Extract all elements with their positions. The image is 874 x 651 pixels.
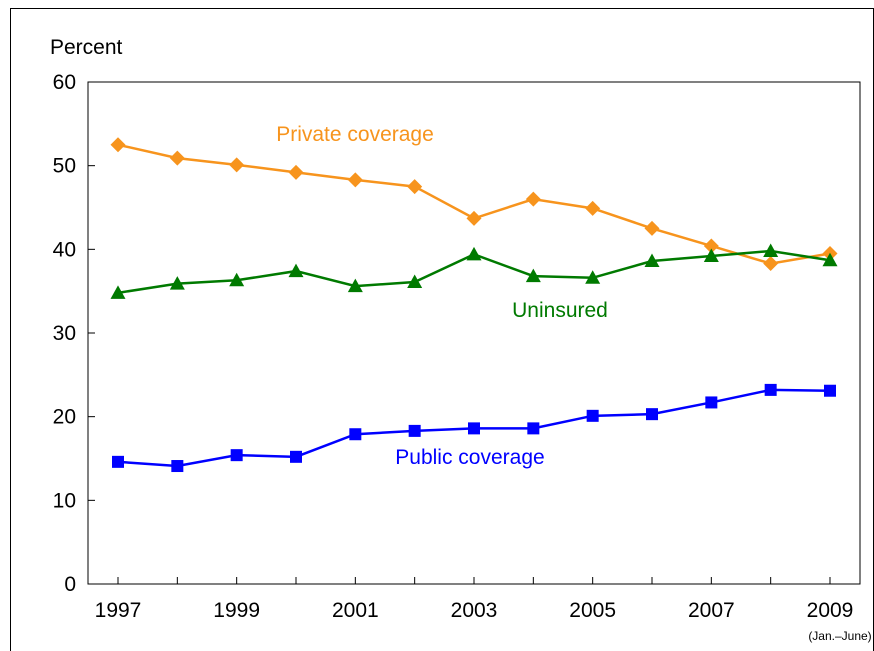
series-layer	[110, 137, 838, 473]
y-tick-label: 0	[64, 573, 76, 596]
y-axis-title: Percent	[50, 36, 123, 59]
y-tick-label: 60	[53, 71, 76, 94]
axes: 0 10 20 30 40 50 60 1997 1999 2001 2003 2005 2007 200…	[50, 36, 872, 643]
x-tick-label: 2009	[807, 599, 854, 622]
data-point	[110, 137, 126, 153]
series-label-uninsured: Uninsured	[512, 299, 608, 322]
data-point	[408, 424, 421, 437]
x-note: (Jan.–June)	[808, 629, 871, 643]
data-point	[705, 396, 718, 409]
data-point	[764, 383, 777, 396]
data-point	[585, 200, 601, 216]
y-tick-label: 50	[53, 155, 76, 178]
data-point	[644, 253, 660, 268]
plot-area	[87, 81, 861, 585]
data-point	[824, 384, 836, 397]
data-point	[646, 408, 658, 421]
data-point	[466, 246, 482, 261]
data-point	[288, 263, 304, 278]
data-point	[229, 272, 245, 287]
data-point	[288, 164, 304, 180]
data-point	[407, 179, 423, 195]
data-point	[763, 256, 779, 272]
y-tick-label: 10	[53, 489, 76, 512]
y-tick-label: 20	[53, 406, 76, 429]
data-point	[525, 191, 541, 207]
series-line	[117, 143, 831, 265]
data-point	[112, 455, 124, 468]
data-point	[763, 243, 779, 258]
data-point	[230, 449, 243, 462]
data-point	[290, 450, 302, 463]
data-point	[466, 210, 482, 226]
data-point	[585, 270, 601, 284]
data-point	[349, 428, 362, 441]
data-point	[527, 422, 540, 435]
data-point	[822, 252, 838, 267]
series-private-coverage	[110, 137, 838, 272]
y-tick-label: 40	[53, 238, 76, 261]
x-tick-label: 2003	[451, 599, 498, 622]
data-point	[586, 409, 599, 422]
data-point	[468, 422, 480, 435]
x-tick-label: 2001	[332, 599, 379, 622]
data-point	[644, 220, 660, 236]
data-point	[703, 238, 719, 254]
data-point	[229, 157, 245, 173]
series-label-public-coverage: Public coverage	[395, 446, 544, 469]
series-public-coverage	[112, 383, 836, 473]
data-point	[347, 278, 363, 293]
data-point	[407, 274, 423, 288]
data-point	[169, 276, 185, 290]
data-point	[110, 285, 126, 299]
data-point	[347, 172, 363, 188]
x-tick-label: 1997	[95, 599, 142, 622]
data-point	[525, 268, 541, 283]
data-point	[703, 248, 719, 263]
x-tick-label: 2005	[569, 599, 616, 622]
data-point	[169, 150, 185, 166]
x-tick-label: 2007	[688, 599, 735, 622]
x-tick-label: 1999	[213, 599, 260, 622]
y-tick-label: 30	[53, 322, 76, 345]
series-label-private-coverage: Private coverage	[276, 123, 434, 146]
labels-layer: Private coverage Uninsured Public coverage	[276, 123, 608, 469]
data-point	[171, 460, 184, 473]
series-uninsured	[110, 243, 838, 299]
